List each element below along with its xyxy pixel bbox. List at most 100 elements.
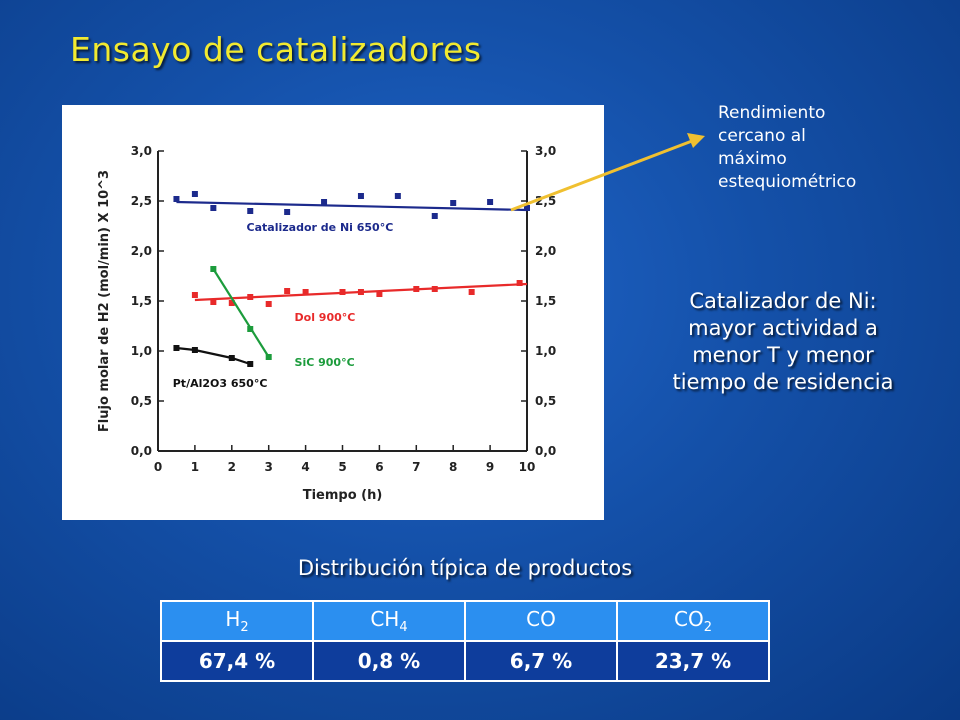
value-ch4: 0,8 % xyxy=(312,640,466,682)
data-point xyxy=(431,213,438,219)
data-point xyxy=(431,286,438,292)
arrowhead-icon xyxy=(687,133,705,148)
series-label: Pt/Al2O3 650°C xyxy=(173,377,268,390)
callout-line: tiempo de residencia xyxy=(672,370,894,394)
y-tick-label: 0,5 xyxy=(535,394,556,408)
data-point xyxy=(173,196,180,202)
data-point xyxy=(357,289,364,295)
x-tick-label: 5 xyxy=(338,460,346,474)
x-tick-label: 2 xyxy=(228,460,236,474)
table-header-row: H2 CH4 CO CO2 xyxy=(160,600,770,642)
data-point xyxy=(284,288,291,294)
x-tick-label: 0 xyxy=(154,460,162,474)
note-line: estequiométrico xyxy=(718,172,857,192)
header-co2: CO2 xyxy=(616,600,770,642)
series-label: Catalizador de Ni 650°C xyxy=(247,221,394,234)
header-base: H xyxy=(225,607,241,631)
distribution-title: Distribución típica de productos xyxy=(297,556,633,580)
data-point xyxy=(228,300,235,306)
ni-catalyst-callout: Catalizador de Ni: mayor actividad a men… xyxy=(628,288,938,396)
callout-line: menor T y menor xyxy=(692,343,874,367)
slide-title: Ensayo de catalizadores xyxy=(70,30,482,69)
callout-line: Catalizador de Ni: xyxy=(689,289,877,313)
series-line xyxy=(212,268,270,358)
header-sub: 2 xyxy=(240,620,249,635)
data-point xyxy=(302,289,309,295)
data-point xyxy=(339,289,346,295)
series-label: SiC 900°C xyxy=(295,356,355,369)
header-h2: H2 xyxy=(160,600,314,642)
data-point xyxy=(357,193,364,199)
x-tick-label: 6 xyxy=(375,460,383,474)
x-tick-label: 10 xyxy=(519,460,536,474)
note-line: máximo xyxy=(718,149,787,169)
data-point xyxy=(247,326,254,332)
data-point xyxy=(468,289,475,295)
header-sub: 4 xyxy=(399,620,408,635)
y-tick-label: 1,0 xyxy=(131,344,152,358)
x-tick-label: 8 xyxy=(449,460,457,474)
y-tick-label: 3,0 xyxy=(131,144,152,158)
y-tick-label: 2,0 xyxy=(131,244,152,258)
x-tick-label: 7 xyxy=(412,460,420,474)
data-point xyxy=(394,193,401,199)
note-line: Rendimiento xyxy=(718,103,826,123)
data-point xyxy=(376,291,383,297)
series-line xyxy=(176,200,528,212)
y-axis-title: Flujo molar de H2 (mol/min) X 10^3 xyxy=(97,170,112,432)
data-point xyxy=(191,191,198,197)
y-tick-label: 1,0 xyxy=(535,344,556,358)
x-tick-label: 3 xyxy=(265,460,273,474)
x-tick-label: 1 xyxy=(191,460,199,474)
y-tick-label: 3,0 xyxy=(535,144,556,158)
data-point xyxy=(487,199,494,205)
data-point xyxy=(516,280,523,286)
value-co2: 23,7 % xyxy=(616,640,770,682)
header-base: CH xyxy=(370,607,400,631)
data-point xyxy=(247,294,254,300)
value-co: 6,7 % xyxy=(464,640,618,682)
y-tick-label: 0,5 xyxy=(131,394,152,408)
note-line: cercano al xyxy=(718,126,806,146)
y-tick-label: 2,5 xyxy=(535,194,556,208)
y-tick-label: 2,5 xyxy=(131,194,152,208)
header-sub: 2 xyxy=(703,620,712,635)
data-point xyxy=(247,361,254,367)
data-point xyxy=(265,354,272,360)
series-label: Dol 900°C xyxy=(295,311,356,324)
series-line xyxy=(176,346,251,366)
y-tick-label: 1,5 xyxy=(131,294,152,308)
y-tick-label: 2,0 xyxy=(535,244,556,258)
x-tick-label: 9 xyxy=(486,460,494,474)
y-tick-label: 0,0 xyxy=(535,444,556,458)
data-point xyxy=(450,200,457,206)
value-h2: 67,4 % xyxy=(160,640,314,682)
data-point xyxy=(413,286,420,292)
data-point xyxy=(210,299,217,305)
data-point xyxy=(173,345,180,351)
table-values-row: 67,4 % 0,8 % 6,7 % 23,7 % xyxy=(160,640,770,682)
data-point xyxy=(265,301,272,307)
data-point xyxy=(321,199,328,205)
header-ch4: CH4 xyxy=(312,600,466,642)
x-tick-label: 4 xyxy=(301,460,309,474)
header-co: CO xyxy=(464,600,618,642)
data-point xyxy=(191,292,198,298)
y-tick-label: 0,0 xyxy=(131,444,152,458)
data-point xyxy=(210,205,217,211)
y-tick-label: 1,5 xyxy=(535,294,556,308)
chart-panel: 0,0 0,0 0,5 0,5 1,0 1,0 1,5 1,5 2,0 2,0 2,5 2,5 3,0 3… xyxy=(62,105,604,520)
data-point xyxy=(228,355,235,361)
h2-flow-chart: 0,0 0,0 0,5 0,5 1,0 1,0 1,5 1,5 2,0 2,0 2,5 2,5 3,0 3… xyxy=(97,144,556,503)
yield-note: Rendimiento cercano al máximo estequiomé… xyxy=(718,102,938,194)
product-distribution-table: H2 CH4 CO CO2 67,4 % 0,8 % 6,7 % 23,7 % xyxy=(160,600,770,682)
data-point xyxy=(284,209,291,215)
data-point xyxy=(247,208,254,214)
header-base: CO xyxy=(674,607,704,631)
data-point xyxy=(210,266,217,272)
x-axis-title: Tiempo (h) xyxy=(303,488,383,503)
data-point xyxy=(191,347,198,353)
callout-line: mayor actividad a xyxy=(688,316,878,340)
header-base: CO xyxy=(526,607,556,631)
data-point xyxy=(524,205,530,211)
